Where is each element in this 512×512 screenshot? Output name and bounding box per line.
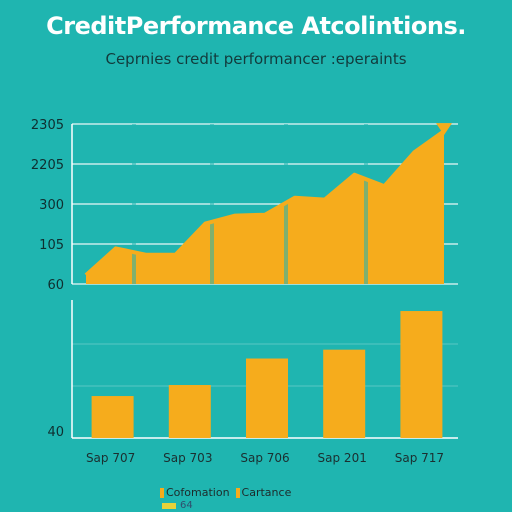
area-band-gap — [364, 124, 368, 284]
bar — [91, 396, 134, 438]
legend-sub-label: 64 — [180, 500, 193, 511]
top-y-tick-label: 60 — [47, 278, 64, 293]
x-tick-label: Sap 703 — [163, 451, 212, 465]
area-fill — [86, 131, 444, 284]
bar — [246, 358, 288, 438]
legend-item-1: Cartance — [235, 486, 292, 499]
x-tick-label: Sap 706 — [240, 451, 289, 465]
bar — [168, 385, 211, 438]
x-tick-label: Sap 717 — [395, 451, 444, 465]
bar — [323, 349, 366, 438]
legend-sub: 64 — [162, 500, 193, 511]
legend-label-0: Cofomation — [166, 486, 230, 499]
legend: Cofomation Cartance — [160, 486, 291, 499]
top-area-chart — [84, 123, 452, 284]
bottom-x-ticks: Sap 707 Sap 703 Sap 706 Sap 201 Sap 717 — [86, 451, 444, 465]
legend-label-1: Cartance — [241, 486, 292, 499]
x-tick-label: Sap 201 — [318, 451, 367, 465]
legend-swatch-0 — [160, 487, 164, 498]
bottom-bar-chart — [91, 311, 443, 438]
bar — [400, 311, 443, 438]
area-band-gap — [210, 124, 214, 284]
top-y-ticks: 2305 2205 300 105 60 — [31, 118, 64, 293]
bottom-y-tick-label: 40 — [47, 425, 64, 440]
legend-swatch-1 — [235, 487, 240, 498]
top-y-tick-label: 105 — [39, 238, 64, 253]
bottom-y-ticks: 40 — [47, 425, 64, 440]
x-tick-label: Sap 707 — [86, 451, 135, 465]
chart-subtitle: Ceprnies credit performancer :eperaints — [105, 50, 407, 68]
trend-arrow-icon — [436, 123, 452, 136]
top-y-tick-label: 300 — [39, 198, 64, 213]
legend-item-0: Cofomation — [160, 486, 230, 499]
area-band-gap — [132, 124, 136, 284]
chart-title: CreditPerformance Atcolintions. — [46, 12, 466, 40]
legend-sub-bar — [162, 502, 176, 509]
top-y-tick-label: 2305 — [31, 118, 64, 133]
top-y-tick-label: 2205 — [31, 158, 64, 173]
